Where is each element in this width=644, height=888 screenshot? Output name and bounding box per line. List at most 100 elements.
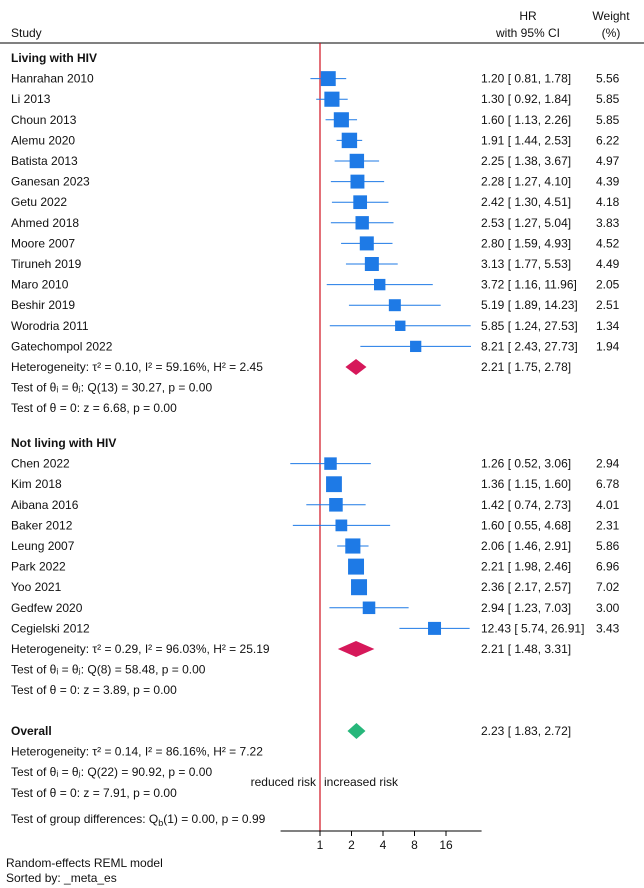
x-tick-label: 8 <box>411 838 418 852</box>
group-q-test: Test of θᵢ = θⱼ: Q(13) = 30.27, p = 0.00 <box>11 381 212 395</box>
study-weight: 4.01 <box>596 498 620 512</box>
header-weight: Weight <box>592 9 630 23</box>
study-name: Getu 2022 <box>11 195 67 209</box>
study-name: Worodria 2011 <box>11 319 89 333</box>
study-ci: 1.30 [ 0.92, 1.84] <box>481 92 571 106</box>
study-name: Gedfew 2020 <box>11 601 83 615</box>
study-name: Batista 2013 <box>11 154 78 168</box>
overall-q-test: Test of θᵢ = θⱼ: Q(22) = 90.92, p = 0.00 <box>11 765 212 779</box>
overall-diamond <box>347 723 366 739</box>
study-ci: 2.94 [ 1.23, 7.03] <box>481 601 571 615</box>
study-ci: 1.42 [ 0.74, 2.73] <box>481 498 571 512</box>
study-ci: 1.36 [ 1.15, 1.60] <box>481 477 571 491</box>
header-ci: with 95% CI <box>495 26 560 40</box>
group-q-test: Test of θᵢ = θⱼ: Q(8) = 58.48, p = 0.00 <box>11 663 206 677</box>
study-marker <box>324 457 337 470</box>
study-weight: 4.39 <box>596 175 620 189</box>
study-weight: 1.94 <box>596 339 620 353</box>
study-weight: 4.49 <box>596 257 620 271</box>
study-weight: 6.22 <box>596 133 620 147</box>
study-name: Park 2022 <box>11 560 66 574</box>
study-weight: 2.31 <box>596 518 620 532</box>
study-ci: 8.21 [ 2.43, 27.73] <box>481 339 578 353</box>
study-marker <box>374 278 386 291</box>
group-heterogeneity: Heterogeneity: τ² = 0.10, I² = 59.16%, H… <box>11 360 263 374</box>
study-weight: 3.43 <box>596 621 620 635</box>
overall-ci: 2.23 [ 1.83, 2.72] <box>481 724 571 738</box>
study-weight: 3.83 <box>596 216 620 230</box>
study-marker <box>345 538 361 554</box>
study-ci: 12.43 [ 5.74, 26.91] <box>481 621 584 635</box>
study-name: Gatechompol 2022 <box>11 339 113 353</box>
study-ci: 2.36 [ 2.17, 2.57] <box>481 580 571 594</box>
study-marker <box>326 476 342 493</box>
overall-heterogeneity: Heterogeneity: τ² = 0.14, I² = 86.16%, H… <box>11 745 263 759</box>
study-name: Tiruneh 2019 <box>11 257 82 271</box>
study-weight: 2.94 <box>596 457 620 471</box>
study-weight: 4.18 <box>596 195 620 209</box>
group-z-test: Test of θ = 0: z = 6.68, p = 0.00 <box>11 401 177 415</box>
study-weight: 3.00 <box>596 601 620 615</box>
study-name: Baker 2012 <box>11 518 73 532</box>
study-marker <box>335 519 348 532</box>
study-weight: 2.05 <box>596 278 620 292</box>
study-marker <box>320 71 336 87</box>
study-marker <box>348 558 365 575</box>
study-ci: 2.28 [ 1.27, 4.10] <box>481 175 571 189</box>
study-marker <box>395 320 406 331</box>
study-weight: 4.52 <box>596 236 620 250</box>
overall-title: Overall <box>11 724 52 738</box>
study-ci: 2.53 [ 1.27, 5.04] <box>481 216 571 230</box>
study-marker <box>388 299 401 312</box>
x-tick-label: 16 <box>439 838 453 852</box>
study-weight: 6.78 <box>596 477 620 491</box>
study-ci: 1.20 [ 0.81, 1.78] <box>481 72 571 86</box>
study-ci: 2.42 [ 1.30, 4.51] <box>481 195 571 209</box>
study-weight: 5.85 <box>596 113 620 127</box>
x-tick-label: 1 <box>317 838 324 852</box>
group-heterogeneity: Heterogeneity: τ² = 0.29, I² = 96.03%, H… <box>11 642 270 656</box>
header-hr: HR <box>519 9 537 23</box>
study-marker <box>349 153 365 169</box>
study-weight: 6.96 <box>596 560 620 574</box>
study-name: Aibana 2016 <box>11 498 79 512</box>
study-weight: 7.02 <box>596 580 620 594</box>
study-name: Li 2013 <box>11 92 51 106</box>
header-study: Study <box>11 26 42 40</box>
group-title: Not living with HIV <box>11 436 116 450</box>
study-ci: 1.60 [ 0.55, 4.68] <box>481 518 571 532</box>
study-weight: 4.97 <box>596 154 620 168</box>
study-marker <box>359 236 374 251</box>
group-pooled-ci: 2.21 [ 1.75, 2.78] <box>481 360 571 374</box>
study-name: Alemu 2020 <box>11 133 75 147</box>
group-title: Living with HIV <box>11 51 97 65</box>
group-z-test: Test of θ = 0: z = 3.89, p = 0.00 <box>11 683 177 697</box>
study-weight: 5.86 <box>596 539 620 553</box>
study-ci: 5.85 [ 1.24, 27.53] <box>481 319 578 333</box>
study-name: Ahmed 2018 <box>11 216 79 230</box>
study-marker <box>329 498 343 512</box>
study-name: Hanrahan 2010 <box>11 72 94 86</box>
study-name: Kim 2018 <box>11 477 62 491</box>
study-weight: 5.56 <box>596 72 620 86</box>
study-name: Ganesan 2023 <box>11 175 90 189</box>
x-tick-label: 4 <box>380 838 387 852</box>
study-name: Leung 2007 <box>11 539 75 553</box>
group-difference-test: Test of group differences: Qb(1) = 0.00,… <box>11 812 266 828</box>
study-name: Moore 2007 <box>11 236 75 250</box>
study-name: Chen 2022 <box>11 457 70 471</box>
study-ci: 3.72 [ 1.16, 11.96] <box>481 278 577 292</box>
study-marker <box>410 340 422 353</box>
study-name: Maro 2010 <box>11 278 69 292</box>
study-ci: 1.91 [ 1.44, 2.53] <box>481 133 571 147</box>
study-ci: 3.13 [ 1.77, 5.53] <box>481 257 571 271</box>
study-weight: 5.85 <box>596 92 620 106</box>
study-weight: 2.51 <box>596 298 620 312</box>
study-marker <box>364 257 379 271</box>
footnote-sort: Sorted by: _meta_es <box>6 871 117 885</box>
study-marker <box>333 112 349 128</box>
study-weight: 1.34 <box>596 319 620 333</box>
study-name: Choun 2013 <box>11 113 77 127</box>
study-marker <box>350 174 365 189</box>
